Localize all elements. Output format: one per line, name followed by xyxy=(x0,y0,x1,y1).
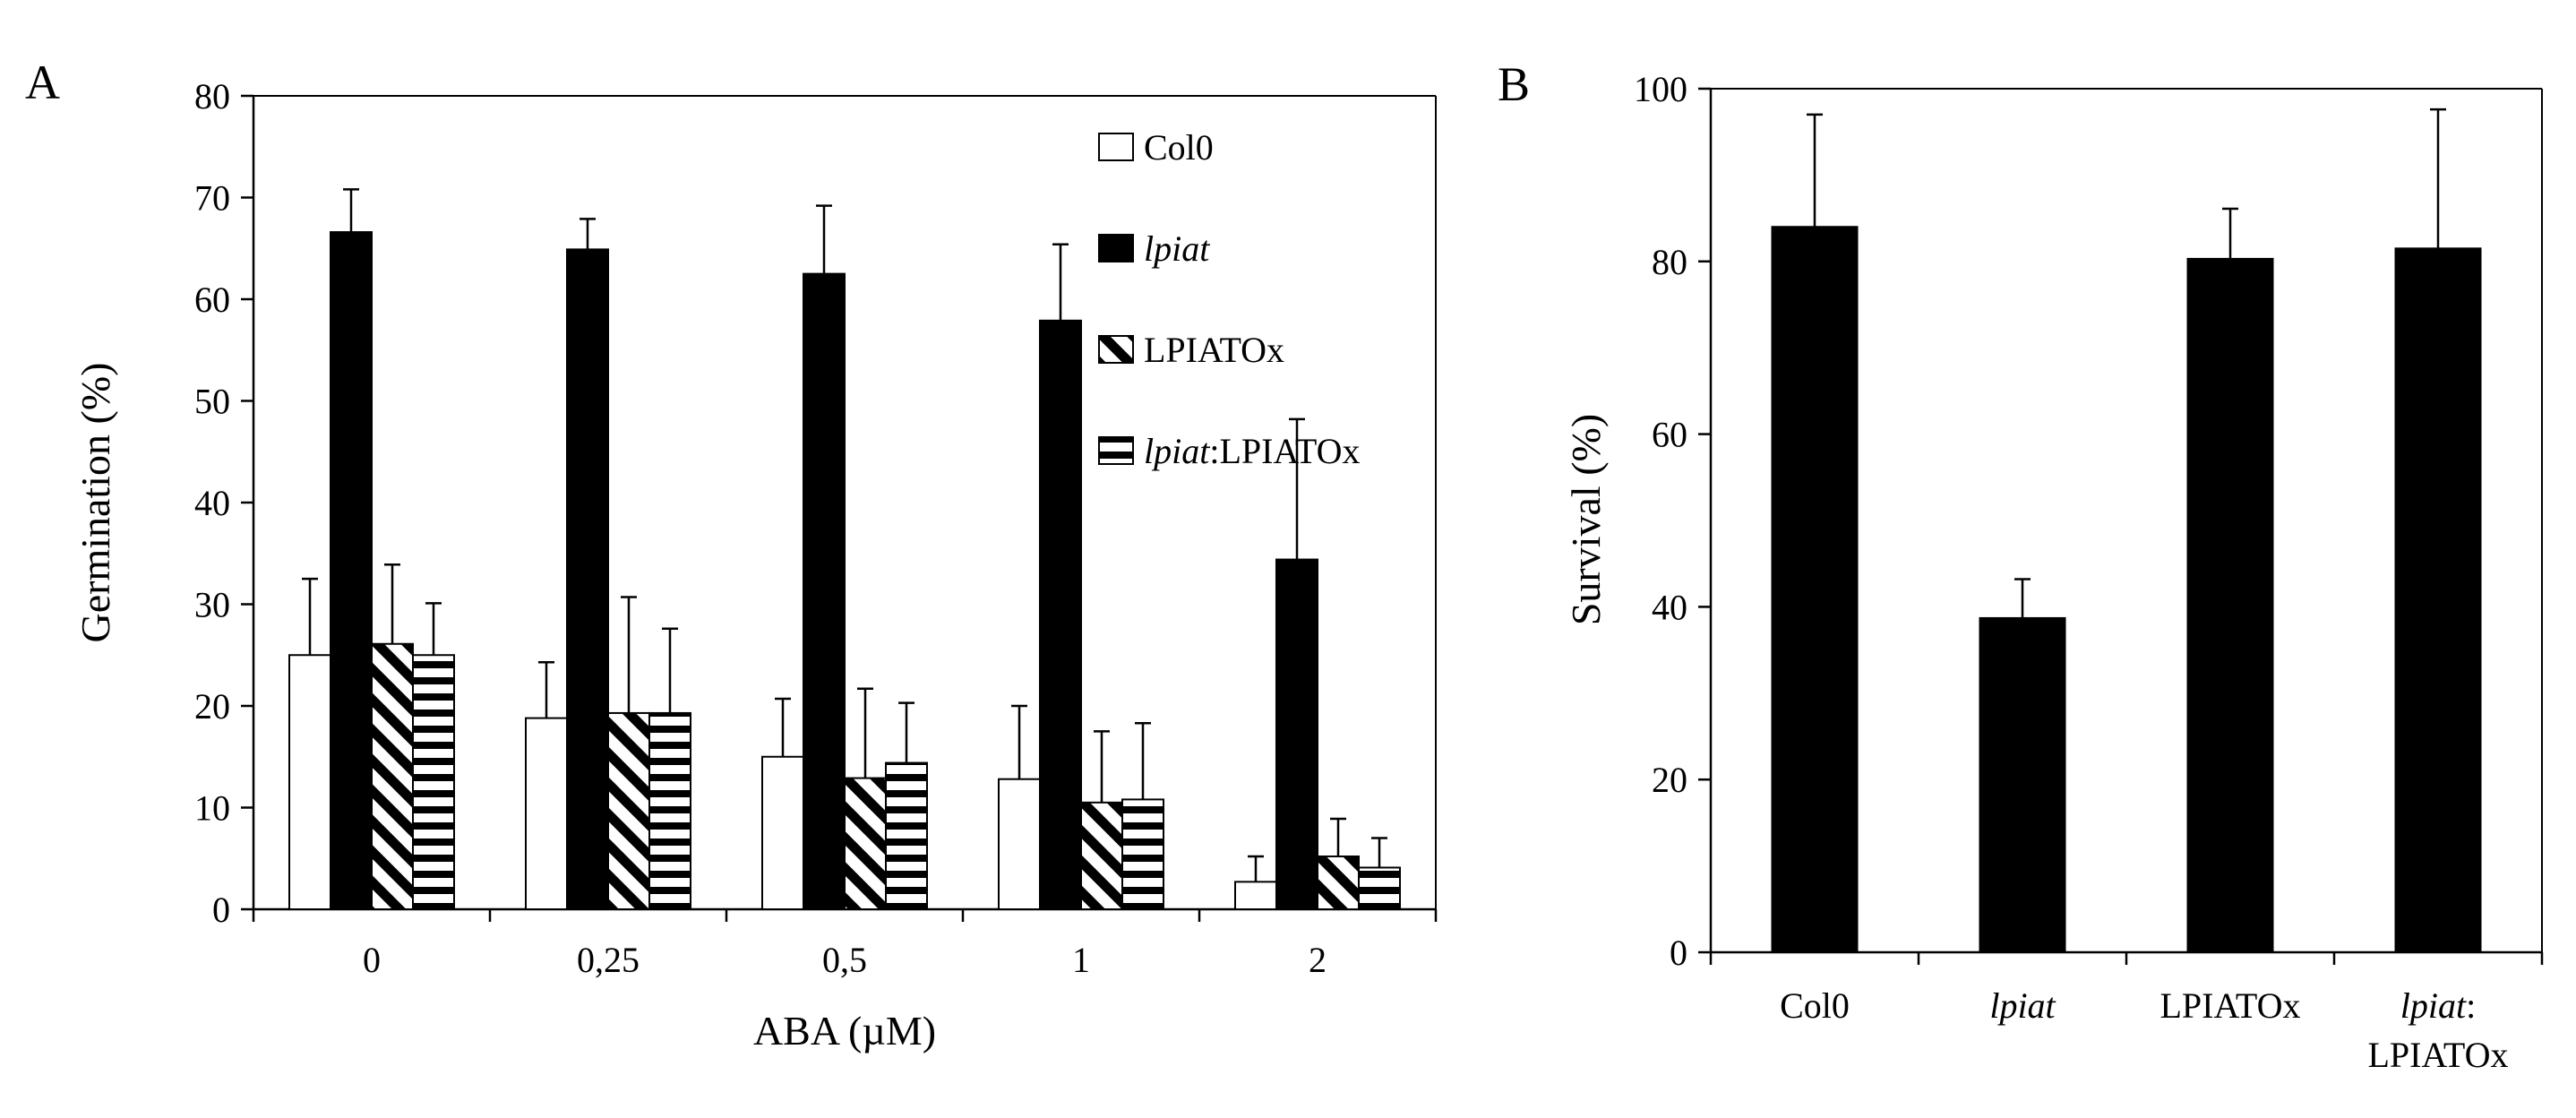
y-tick-label: 40 xyxy=(1652,587,1687,627)
bar-survival xyxy=(1979,616,2066,953)
y-tick-label: 80 xyxy=(194,76,230,116)
error-bar xyxy=(538,660,554,718)
error-bar xyxy=(1330,817,1346,856)
legend-swatch xyxy=(1098,436,1134,465)
bar-lpiat-lpiatox xyxy=(648,711,691,910)
error-bar xyxy=(898,701,914,763)
panel-label-a: A xyxy=(25,56,60,109)
y-tick-label: 30 xyxy=(194,585,230,625)
y-tick-label: 20 xyxy=(194,686,230,727)
y-axis-label-a: Germination (%) xyxy=(73,363,118,643)
x-tick-label: LPIATOx xyxy=(2160,985,2300,1026)
bar-lpiat xyxy=(803,272,846,910)
error-bar xyxy=(1248,855,1264,882)
x-tick-label: lpiat xyxy=(1989,985,2056,1026)
legend-label: lpiat:LPIATOx xyxy=(1144,431,1361,471)
y-tick-label: 0 xyxy=(212,890,230,930)
x-tick-label: 0 xyxy=(363,940,381,980)
y-tick-label: 50 xyxy=(194,382,230,422)
error-bar xyxy=(343,188,359,233)
error-bar xyxy=(384,563,400,644)
bar-survival xyxy=(2394,247,2482,953)
x-tick-label: 0,5 xyxy=(822,940,867,980)
error-bar xyxy=(2222,207,2238,259)
bar-lpiat xyxy=(1275,558,1318,910)
bar-lpiat-lpiatox xyxy=(412,654,455,910)
y-tick-label: 20 xyxy=(1652,760,1687,800)
legend-label: lpiat xyxy=(1144,228,1210,269)
legend-label: Col0 xyxy=(1144,127,1214,168)
error-bar xyxy=(1289,417,1305,560)
y-tick-label: 100 xyxy=(1634,69,1687,109)
bar-col0 xyxy=(525,717,568,910)
x-tick-label: lpiat: xyxy=(2400,985,2476,1026)
bar-lpiat xyxy=(566,248,609,910)
chart-a: A 0 10 20 30 40 50 60 70 80 0 0,25 0,5 1 2 Col0 lpiat… xyxy=(25,56,1438,1054)
bar-lpiat xyxy=(1039,319,1082,910)
error-bar xyxy=(1011,704,1027,779)
x-tick-label: Col0 xyxy=(1780,985,1850,1026)
bar-survival xyxy=(1771,226,1859,954)
bar-lpiatox xyxy=(844,777,887,911)
y-tick-label: 40 xyxy=(194,483,230,523)
x-tick-label: 0,25 xyxy=(577,940,640,980)
error-bar xyxy=(1135,722,1151,800)
bar-lpiat xyxy=(330,231,373,910)
panel-label-b: B xyxy=(1498,57,1530,111)
bar-lpiatox xyxy=(607,711,650,910)
error-bar xyxy=(816,204,832,274)
x-axis-label-a: ABA (µM) xyxy=(753,1008,936,1054)
y-tick-label: 0 xyxy=(1670,933,1687,973)
y-axis-label-b: Survival (%) xyxy=(1563,414,1609,625)
y-tick-label: 60 xyxy=(194,280,230,320)
error-bar xyxy=(580,218,596,250)
bar-lpiat-lpiatox xyxy=(1121,798,1164,910)
bar-lpiat-lpiatox xyxy=(1358,866,1401,911)
bar-col0 xyxy=(761,755,804,910)
error-bar xyxy=(2430,108,2446,249)
error-bar xyxy=(857,687,873,778)
legend-swatch xyxy=(1098,133,1134,161)
bar-lpiatox xyxy=(1080,801,1123,911)
error-bar xyxy=(302,577,318,656)
y-tick-label: 70 xyxy=(194,178,230,219)
y-tick-label: 60 xyxy=(1652,415,1687,455)
legend-label: LPIATOx xyxy=(1144,330,1284,370)
error-bar xyxy=(621,596,637,713)
bar-lpiat-lpiatox xyxy=(885,761,928,910)
x-tick-label-line2: LPIATOx xyxy=(2367,1035,2508,1075)
x-tick-label: 1 xyxy=(1072,940,1090,980)
error-bar xyxy=(775,697,791,757)
error-bar xyxy=(425,602,442,656)
error-bar xyxy=(2014,578,2031,618)
legend-swatch xyxy=(1098,335,1134,364)
error-bar xyxy=(1371,837,1387,868)
bar-survival xyxy=(2186,257,2274,953)
legend-swatch xyxy=(1098,234,1134,262)
bar-lpiatox xyxy=(371,642,414,910)
error-bar xyxy=(1807,113,1823,228)
chart-b: B 0 20 40 60 80 100 Col0 lpiat LPIATOx lpiat: LPI… xyxy=(1498,57,2544,1075)
y-tick-label: 80 xyxy=(1652,242,1687,282)
bar-col0 xyxy=(1234,881,1277,910)
error-bar xyxy=(1052,243,1069,321)
bar-lpiatox xyxy=(1317,855,1360,910)
error-bar xyxy=(662,627,678,713)
bar-col0 xyxy=(998,778,1041,910)
bar-col0 xyxy=(288,654,331,910)
y-tick-label: 10 xyxy=(194,788,230,829)
error-bar xyxy=(1094,730,1110,803)
x-tick-label: 2 xyxy=(1309,940,1327,980)
